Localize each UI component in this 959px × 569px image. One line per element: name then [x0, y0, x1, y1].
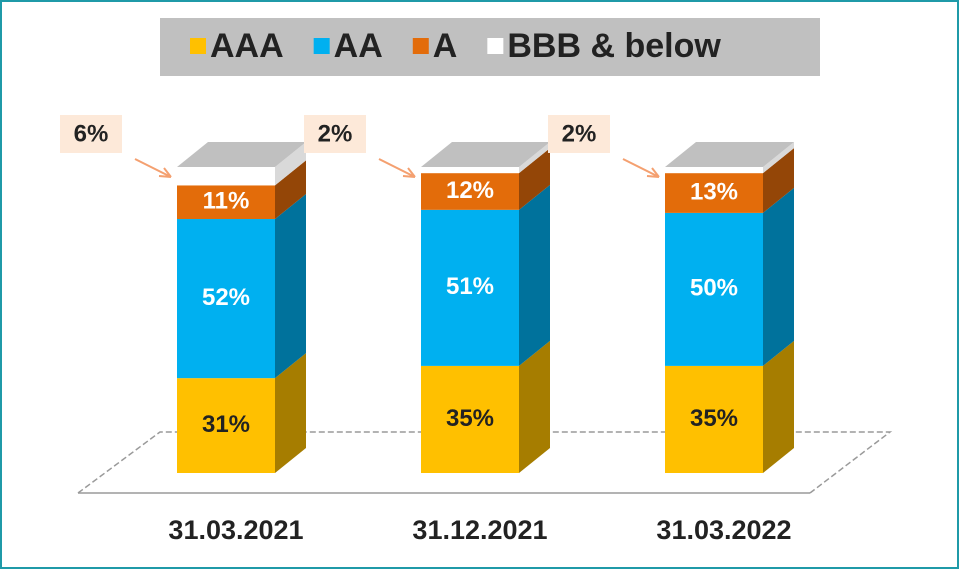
bar — [421, 167, 519, 174]
callout-box — [60, 115, 122, 153]
bar — [177, 378, 275, 473]
legend-swatch — [190, 38, 206, 54]
legend-label: BBB & below — [507, 27, 721, 65]
bar-side — [763, 340, 794, 473]
bar — [421, 173, 519, 210]
data-label: 2% — [562, 120, 597, 147]
bar-side — [275, 194, 306, 379]
data-label: 12% — [446, 177, 494, 204]
x-tick-label: 31.03.2022 — [656, 515, 791, 545]
bar-top — [177, 142, 306, 167]
bar-side — [519, 184, 550, 366]
data-label: 31% — [202, 411, 250, 438]
callout-arrow — [134, 158, 172, 178]
bar — [177, 167, 275, 186]
bar-side — [275, 353, 306, 473]
bar-top — [421, 142, 550, 167]
bar — [665, 167, 763, 174]
data-label: 11% — [203, 188, 250, 215]
bar — [665, 173, 763, 213]
bar — [421, 209, 519, 366]
data-label: 35% — [446, 405, 494, 432]
callout-arrow — [622, 158, 660, 178]
bar-side — [763, 142, 794, 174]
x-tick-label: 31.03.2021 — [168, 515, 303, 545]
callout-box — [548, 115, 610, 153]
callout-box — [304, 115, 366, 153]
bar — [421, 365, 519, 473]
bar-side — [275, 160, 306, 220]
bar — [177, 219, 275, 379]
legend-swatch — [313, 38, 330, 54]
bar — [665, 212, 763, 366]
legend-label: A — [433, 27, 458, 65]
floor-edge — [77, 431, 893, 494]
data-label: 6% — [74, 120, 109, 147]
bar-side — [519, 142, 550, 174]
data-label: 2% — [318, 120, 353, 147]
data-label: 13% — [690, 178, 738, 205]
bar — [665, 365, 763, 473]
legend-label: AAA — [210, 27, 284, 65]
floor — [77, 431, 893, 494]
bar-side — [519, 340, 550, 473]
legend-label: AA — [334, 27, 383, 65]
bar-top — [665, 142, 794, 167]
bar — [177, 185, 275, 220]
legend-swatch — [487, 38, 504, 54]
callout-arrow — [378, 158, 416, 178]
data-label: 52% — [202, 284, 250, 311]
x-tick-label: 31.12.2021 — [412, 515, 547, 545]
bar-side — [275, 142, 306, 186]
legend-swatch — [412, 38, 429, 54]
bar-side — [519, 148, 550, 210]
bar-side — [763, 148, 794, 213]
bar-side — [763, 187, 794, 366]
data-label: 51% — [446, 273, 494, 300]
data-label: 50% — [690, 275, 738, 302]
data-label: 35% — [690, 405, 738, 432]
